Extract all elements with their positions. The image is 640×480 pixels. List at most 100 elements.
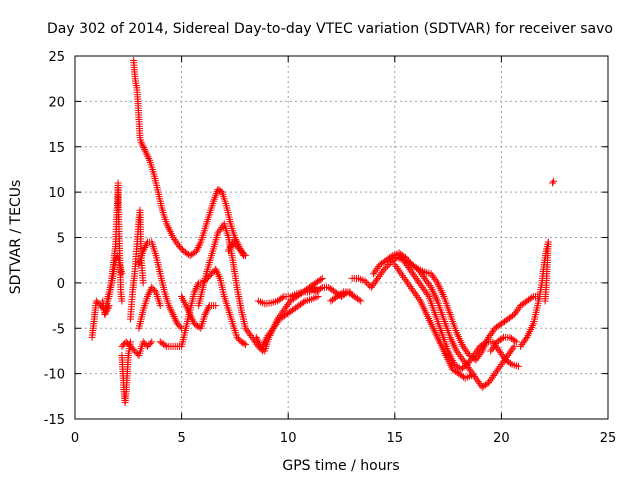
data-point <box>193 247 201 255</box>
series-arc-v <box>391 261 476 382</box>
data-point <box>492 340 500 348</box>
data-point <box>424 280 432 288</box>
series-arc-x <box>487 333 520 355</box>
data-point <box>284 301 292 309</box>
data-point <box>101 311 109 319</box>
data-point <box>477 349 485 357</box>
data-point <box>504 351 512 359</box>
data-point <box>419 273 427 281</box>
data-point <box>426 282 434 290</box>
data-point <box>201 311 209 319</box>
data-point <box>139 338 147 346</box>
data-point <box>473 376 481 384</box>
data-point <box>234 335 242 343</box>
data-point <box>380 265 388 273</box>
data-point <box>512 338 520 346</box>
data-point <box>454 349 462 357</box>
data-point <box>259 342 267 350</box>
data-point <box>464 350 472 358</box>
y-tick-label: 25 <box>48 50 65 65</box>
data-point <box>263 333 271 341</box>
series-arc-e <box>118 338 156 359</box>
data-point <box>487 330 495 338</box>
data-point <box>501 355 509 363</box>
data-point <box>486 377 494 385</box>
data-point <box>92 297 100 305</box>
data-point <box>491 341 499 349</box>
data-point <box>393 264 401 272</box>
data-point <box>398 272 406 280</box>
data-point <box>118 297 126 305</box>
data-point <box>421 274 429 282</box>
data-point <box>413 264 421 272</box>
data-point <box>419 283 427 291</box>
data-point <box>139 247 147 255</box>
data-point <box>168 309 176 317</box>
data-point <box>215 273 223 281</box>
data-point <box>145 155 153 163</box>
data-point <box>214 271 222 279</box>
data-point <box>487 347 495 355</box>
data-point <box>549 179 557 187</box>
data-point <box>431 275 439 283</box>
data-point <box>474 378 482 386</box>
data-point <box>373 264 381 272</box>
data-point <box>395 266 403 274</box>
data-point <box>413 276 421 284</box>
data-point <box>495 347 503 355</box>
data-point <box>214 229 222 237</box>
data-point <box>271 322 279 330</box>
data-point <box>139 279 147 287</box>
data-point <box>369 270 377 278</box>
data-point <box>375 273 383 281</box>
data-point <box>367 283 375 291</box>
data-point <box>144 291 152 299</box>
data-point <box>141 147 149 155</box>
data-point <box>485 379 493 387</box>
data-point <box>156 302 164 310</box>
data-point <box>104 303 112 311</box>
data-point <box>203 307 211 315</box>
data-point <box>462 360 470 368</box>
data-point <box>510 311 518 319</box>
data-point <box>355 296 363 304</box>
data-point <box>125 341 133 349</box>
data-point <box>498 351 506 359</box>
data-point <box>369 282 377 290</box>
data-point <box>231 234 239 241</box>
data-point <box>494 366 502 374</box>
data-point <box>514 362 522 370</box>
data-point <box>396 268 404 276</box>
series-arc-z <box>549 177 558 187</box>
data-point <box>427 270 435 278</box>
data-point <box>407 284 415 292</box>
data-point <box>142 149 150 157</box>
data-point <box>239 249 247 257</box>
data-point <box>229 238 237 246</box>
data-point <box>476 351 484 359</box>
data-point <box>375 263 383 271</box>
data-point <box>371 278 379 286</box>
data-point <box>486 332 494 340</box>
data-point <box>376 271 384 279</box>
data-point <box>196 240 204 248</box>
data-point <box>230 240 238 248</box>
data-point <box>268 326 276 334</box>
data-point <box>95 300 103 308</box>
data-point <box>173 320 181 328</box>
data-point <box>430 273 438 281</box>
data-point <box>490 371 498 379</box>
data-point <box>94 299 102 307</box>
data-point <box>517 342 525 350</box>
data-point <box>518 341 526 349</box>
data-point <box>194 243 202 251</box>
data-point <box>226 243 234 251</box>
x-tick-label: 20 <box>493 431 510 446</box>
axis-ticks <box>74 55 609 420</box>
data-point <box>413 292 421 300</box>
series-arc-y <box>517 238 552 350</box>
data-point <box>145 341 153 349</box>
data-point <box>503 353 511 361</box>
data-point <box>225 245 233 253</box>
